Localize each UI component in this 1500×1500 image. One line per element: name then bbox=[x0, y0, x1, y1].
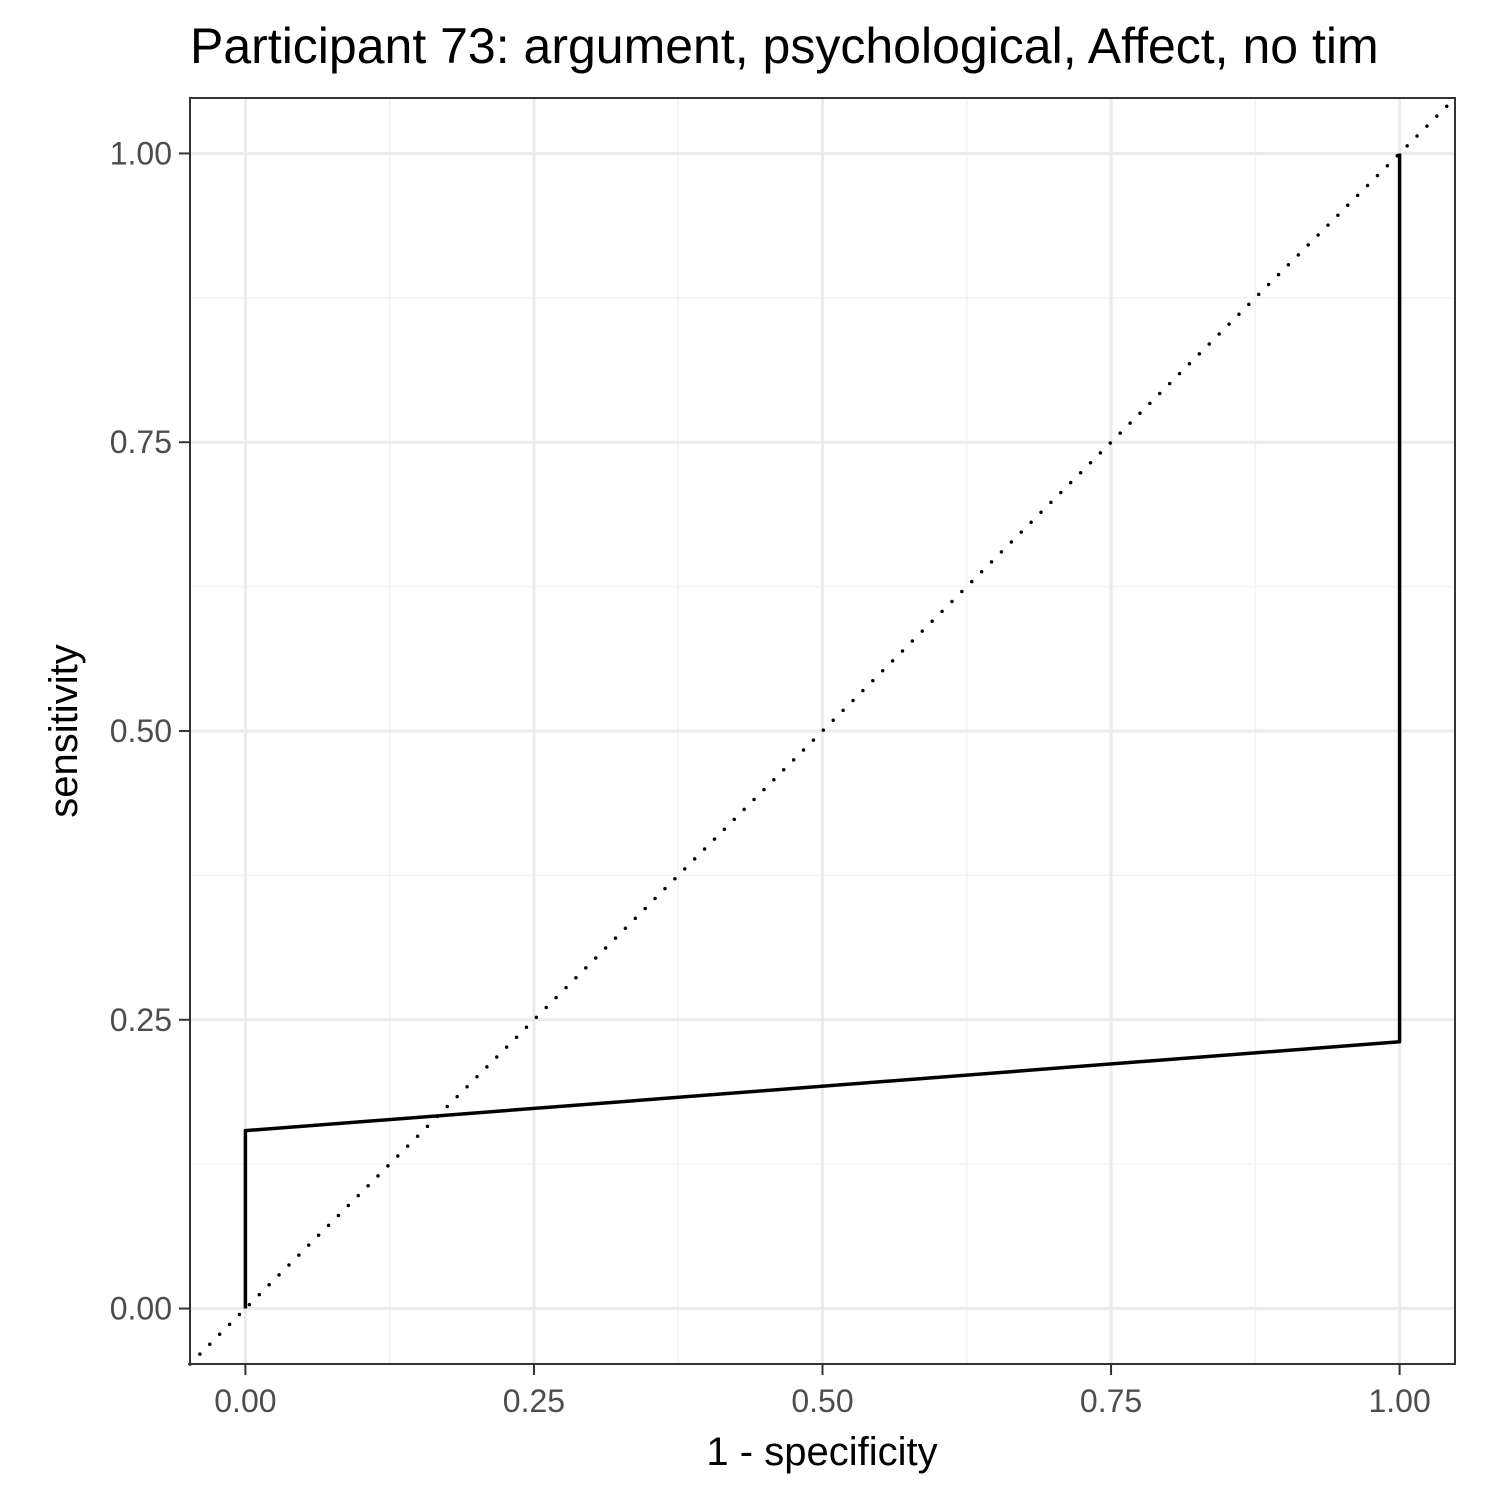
x-tick-label: 0.50 bbox=[791, 1383, 853, 1419]
series-layer bbox=[243, 153, 1402, 1309]
y-tick-label: 0.00 bbox=[110, 1291, 172, 1327]
y-tick-label: 0.75 bbox=[110, 424, 172, 460]
reference-layer bbox=[188, 96, 1457, 1366]
roc-curve-line bbox=[243, 153, 1402, 1309]
x-tick-label: 0.25 bbox=[503, 1383, 565, 1419]
x-tick-label: 1.00 bbox=[1368, 1383, 1430, 1419]
x-tick-label: 0.00 bbox=[214, 1383, 276, 1419]
x-axis-title: 1 - specificity bbox=[706, 1430, 937, 1474]
x-axis: 0.00 0.25 0.50 0.75 1.00 bbox=[214, 1364, 1431, 1419]
y-tick-label: 0.25 bbox=[110, 1002, 172, 1038]
y-tick-label: 1.00 bbox=[110, 135, 172, 171]
y-axis: 0.00 0.25 0.50 0.75 1.00 bbox=[110, 135, 190, 1327]
chart-title: Participant 73: argument, psychological,… bbox=[190, 18, 1379, 74]
y-tick-label: 0.50 bbox=[110, 713, 172, 749]
x-tick-label: 0.75 bbox=[1080, 1383, 1142, 1419]
y-axis-title: sensitivity bbox=[42, 644, 86, 817]
reference-diagonal-line bbox=[188, 96, 1457, 1366]
